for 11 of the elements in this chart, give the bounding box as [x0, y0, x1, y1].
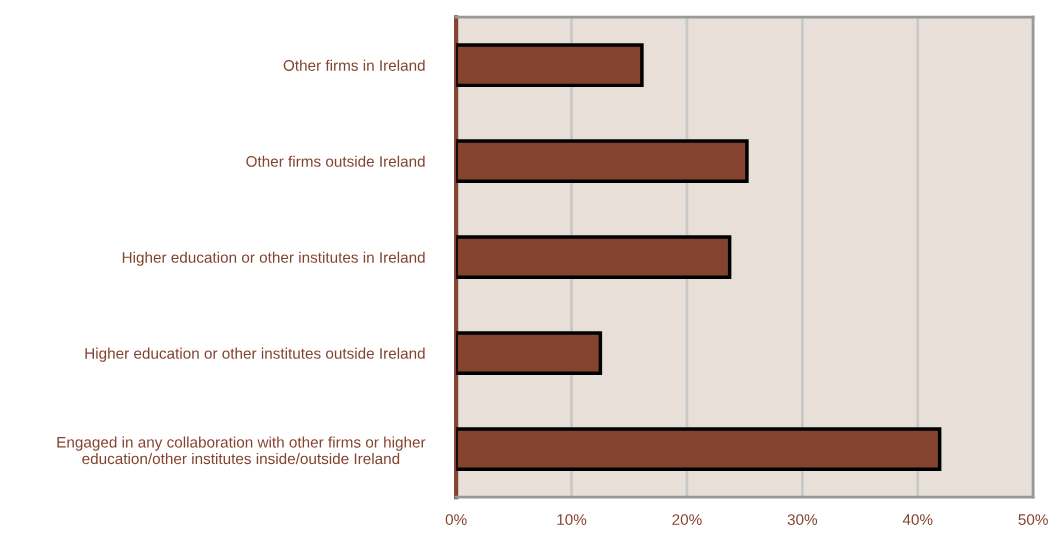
x-tick-label: 20% — [672, 514, 702, 525]
x-tick-label: 50% — [1018, 514, 1048, 525]
y-tick-label: Other firms in Ireland — [283, 59, 425, 71]
x-tick-label: 40% — [902, 514, 933, 525]
x-tick-label: 10% — [557, 514, 587, 525]
x-tick-label: 30% — [787, 514, 818, 525]
y-tick-label: Other firms outside Ireland — [246, 155, 425, 167]
y-tick-label: Higher education or other institutes outside Ireland — [85, 347, 425, 362]
x-tick-label: 0% — [445, 514, 467, 525]
y-tick-label: Higher education or other institutes in Ireland — [122, 251, 425, 266]
y-tick-label: Engaged in any collaboration with other firms or higher education/other institutes inside/outside Ireland — [57, 436, 426, 465]
